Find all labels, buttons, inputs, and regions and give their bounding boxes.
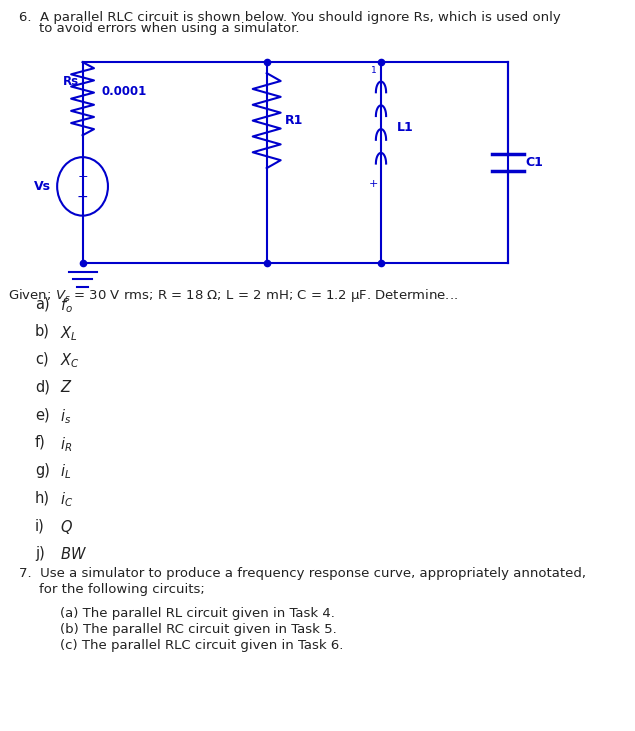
- Text: $X_L$: $X_L$: [60, 324, 78, 343]
- Text: $\mathit{BW}$: $\mathit{BW}$: [60, 546, 87, 562]
- Text: a): a): [35, 296, 50, 311]
- Text: 7.  Use a simulator to produce a frequency response curve, appropriately annotat: 7. Use a simulator to produce a frequenc…: [19, 567, 586, 580]
- Text: h): h): [35, 491, 50, 506]
- Text: c): c): [35, 352, 48, 367]
- Text: e): e): [35, 407, 50, 423]
- Text: $i_s$: $i_s$: [60, 407, 72, 426]
- Text: $i_C$: $i_C$: [60, 491, 74, 510]
- Text: L1: L1: [397, 121, 413, 135]
- Text: i): i): [35, 518, 44, 534]
- Text: to avoid errors when using a simulator.: to avoid errors when using a simulator.: [39, 22, 300, 35]
- Text: b): b): [35, 324, 50, 339]
- Text: R1: R1: [284, 114, 303, 127]
- Text: f): f): [35, 435, 46, 450]
- Text: for the following circuits;: for the following circuits;: [39, 583, 205, 596]
- Text: $i_R$: $i_R$: [60, 435, 72, 454]
- Text: $i_L$: $i_L$: [60, 463, 72, 482]
- Text: d): d): [35, 379, 50, 395]
- Text: $X_C$: $X_C$: [60, 352, 80, 371]
- Text: C1: C1: [526, 156, 544, 169]
- Text: Vs: Vs: [34, 180, 51, 193]
- Text: 1: 1: [370, 66, 377, 75]
- Text: $Q$: $Q$: [60, 518, 73, 537]
- Text: −: −: [77, 189, 88, 204]
- Text: g): g): [35, 463, 50, 478]
- Text: j): j): [35, 546, 44, 561]
- Text: (c) The parallel RLC circuit given in Task 6.: (c) The parallel RLC circuit given in Ta…: [60, 639, 344, 652]
- Text: 6.  A parallel RLC circuit is shown below. You should ignore Rs, which is used o: 6. A parallel RLC circuit is shown below…: [19, 11, 561, 24]
- Text: 0.0001: 0.0001: [102, 85, 147, 98]
- Text: +: +: [77, 170, 88, 183]
- Text: $Z$: $Z$: [60, 379, 73, 395]
- Text: $f_o$: $f_o$: [60, 296, 73, 315]
- Text: +: +: [369, 179, 378, 189]
- Text: Rs: Rs: [64, 75, 79, 88]
- Text: (b) The parallel RC circuit given in Task 5.: (b) The parallel RC circuit given in Tas…: [60, 623, 337, 636]
- Text: (a) The parallel RL circuit given in Task 4.: (a) The parallel RL circuit given in Tas…: [60, 607, 335, 620]
- Text: Given; $V_s$ = 30 V rms; R = 18 Ω; L = 2 mH; C = 1.2 μF. Determine...: Given; $V_s$ = 30 V rms; R = 18 Ω; L = 2…: [8, 287, 458, 303]
